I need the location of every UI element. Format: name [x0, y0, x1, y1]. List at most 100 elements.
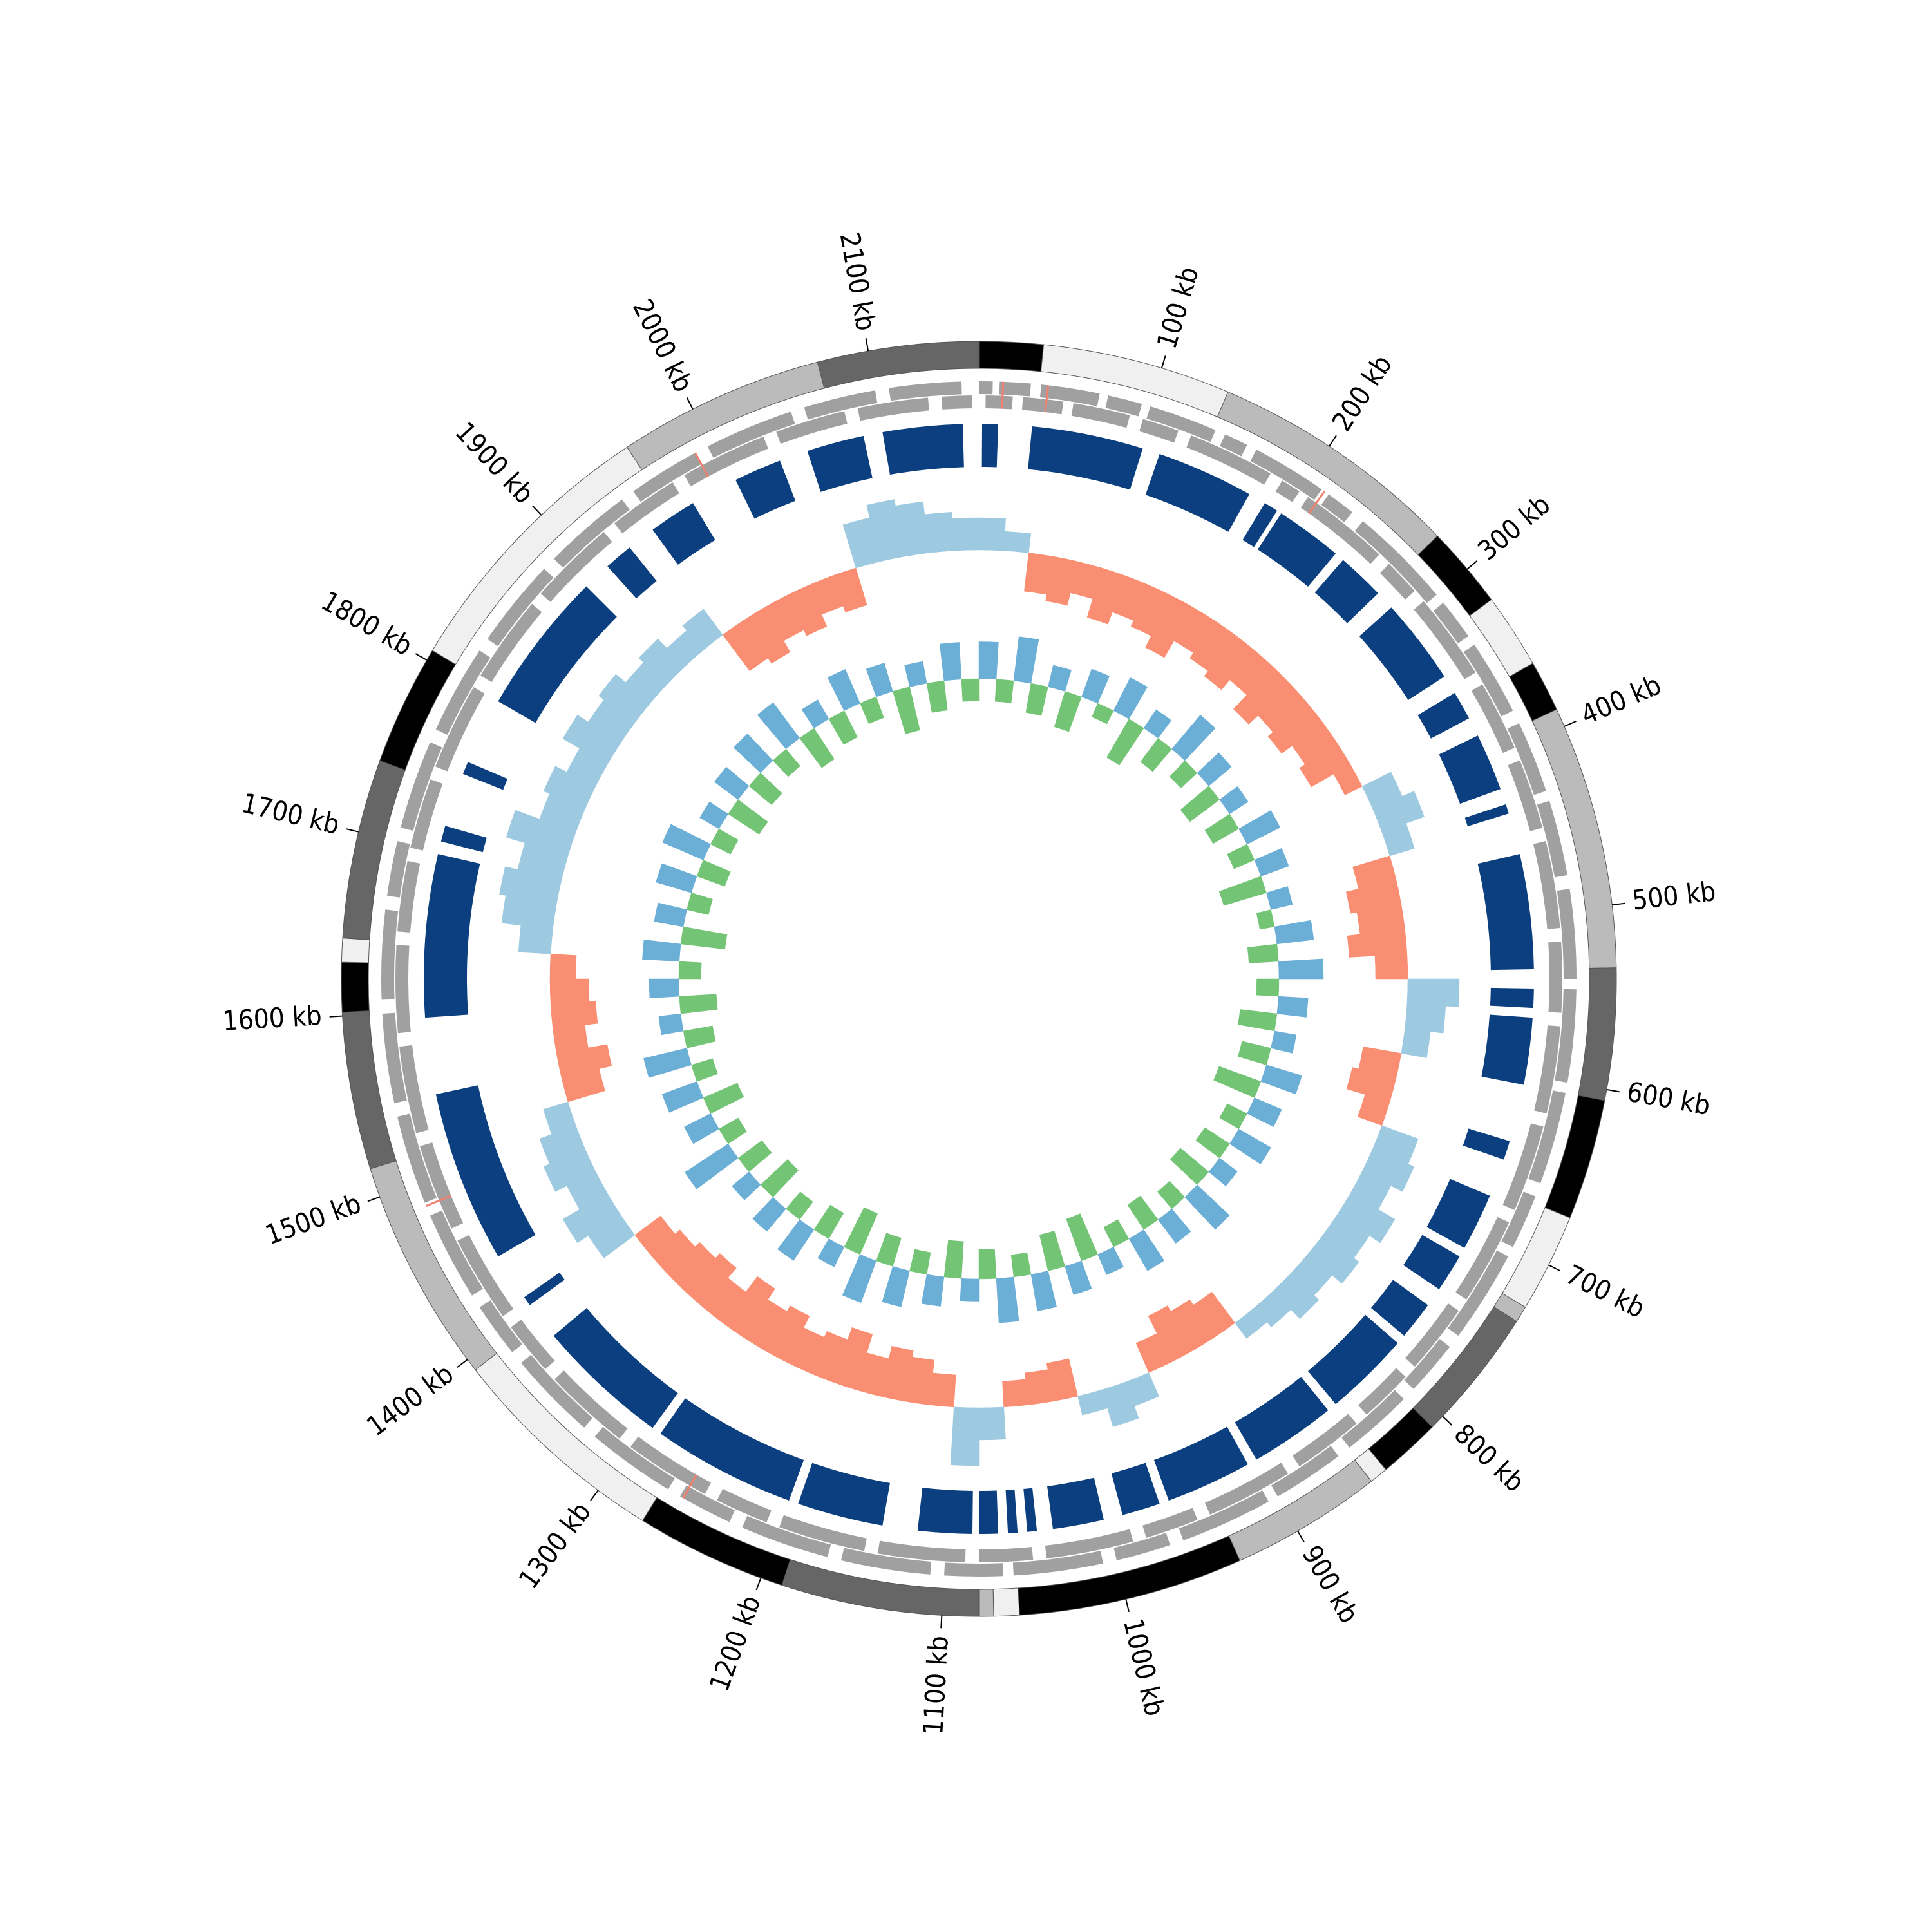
tick-label: 1900 kb	[449, 416, 540, 510]
gc-skew-bar	[1113, 677, 1148, 719]
gene-forward	[397, 1113, 437, 1203]
block	[1371, 1280, 1428, 1336]
gene-forward	[1463, 645, 1513, 717]
block	[1153, 1426, 1248, 1501]
gc-content-bar	[950, 1406, 980, 1466]
block	[1047, 1477, 1104, 1530]
gene-forward	[1321, 494, 1352, 523]
block	[607, 547, 657, 599]
gc-skew-bar	[733, 733, 773, 773]
tick-label: 1300 kb	[513, 1496, 597, 1595]
gc-skew-bar	[1180, 786, 1220, 822]
gc-skew-bar	[926, 680, 948, 713]
tick-mark	[940, 1615, 943, 1629]
band-segment	[992, 1587, 1020, 1617]
gc-skew-bar	[828, 710, 858, 745]
gc-skew-bar	[1219, 1103, 1247, 1130]
block	[735, 460, 796, 519]
gc-skew-bar	[757, 702, 800, 750]
gc-content-bar	[1374, 954, 1408, 980]
gene-forward	[1557, 889, 1577, 979]
gene-reverse	[480, 603, 542, 683]
tick-mark	[1612, 902, 1625, 906]
gc-content-bar	[1405, 1003, 1446, 1034]
gene-reverse	[395, 945, 411, 1034]
block	[1417, 693, 1470, 739]
rna-gene	[1044, 385, 1050, 413]
gene-forward	[1507, 723, 1546, 795]
gc-skew-bar	[1106, 719, 1144, 766]
tick-label: 1400 kb	[361, 1358, 459, 1442]
block	[1111, 1463, 1160, 1515]
gc-skew-bar	[827, 668, 860, 711]
rna-gene	[1001, 381, 1005, 409]
tick-label: 1100 kb	[917, 1635, 954, 1736]
gc-skew-bar	[703, 1083, 744, 1114]
block	[1464, 804, 1509, 827]
tick-mark	[1466, 560, 1478, 570]
gc-content-bar	[550, 1001, 598, 1029]
gene-reverse	[1300, 497, 1379, 564]
gc-skew-bar	[994, 679, 1014, 703]
gc-skew-bar	[1128, 1229, 1165, 1271]
gene-reverse	[435, 687, 485, 772]
gc-skew-bar	[777, 1219, 815, 1261]
tick-label: 400 kb	[1577, 668, 1666, 730]
gene-reverse	[420, 1142, 464, 1229]
block	[1359, 607, 1444, 701]
gc-skew-bar	[1271, 1030, 1297, 1054]
gc-skew-bar	[684, 1113, 719, 1144]
rna-gene	[694, 452, 709, 477]
block	[1145, 453, 1250, 532]
gene-forward	[1250, 450, 1322, 500]
gene-forward	[435, 650, 491, 735]
gc-content-bar	[952, 517, 980, 551]
block	[917, 1488, 973, 1534]
block	[1481, 1014, 1533, 1085]
block	[1490, 987, 1534, 1009]
tick-label: 100 kb	[1151, 263, 1205, 353]
gc-skew-bar	[1054, 691, 1082, 732]
gene-forward	[1433, 602, 1469, 644]
gene-forward	[680, 1485, 735, 1522]
gc-skew-bar	[683, 1025, 716, 1048]
tick-label: 1500 kb	[261, 1188, 365, 1251]
gc-content-bar	[1003, 531, 1032, 553]
gc-content-bar	[924, 511, 954, 553]
gc-skew-bar	[678, 961, 702, 980]
gc-skew-bar	[1170, 1148, 1209, 1186]
gc-skew-bar	[909, 1249, 931, 1275]
gene-reverse	[779, 1515, 867, 1551]
gc-skew-bar	[680, 926, 728, 950]
tick-mark	[686, 397, 694, 410]
gene-reverse	[410, 779, 443, 851]
gc-skew-bar	[1204, 813, 1239, 844]
gc-skew-bar	[866, 663, 893, 697]
gc-skew-bar	[996, 1276, 1019, 1323]
gene-reverse	[1414, 601, 1476, 679]
gc-content-bar	[978, 517, 1006, 551]
gene-forward	[707, 412, 795, 458]
gc-skew-bar	[1247, 943, 1279, 963]
gene-forward	[1404, 1339, 1450, 1389]
gc-skew-bar	[649, 978, 680, 999]
gene-forward	[1501, 1191, 1536, 1247]
block	[498, 586, 617, 723]
tick-label: 200 kb	[1326, 349, 1398, 437]
rna-gene	[426, 1195, 452, 1208]
block	[807, 435, 873, 492]
gc-skew-bar	[799, 728, 835, 768]
block	[1308, 1314, 1398, 1405]
gc-skew-bar	[860, 696, 884, 724]
gc-skew-bar	[1066, 1213, 1098, 1262]
gc-skew-bar	[1208, 1157, 1238, 1187]
gene-reverse	[1142, 1508, 1198, 1538]
tick-mark	[1548, 1264, 1561, 1272]
gc-skew-bar	[654, 902, 687, 927]
gc-skew-bar	[662, 824, 711, 860]
block	[1314, 560, 1379, 623]
tick-mark	[415, 653, 428, 661]
gc-skew-bar	[714, 766, 750, 800]
gc-content-bar	[929, 1372, 956, 1408]
